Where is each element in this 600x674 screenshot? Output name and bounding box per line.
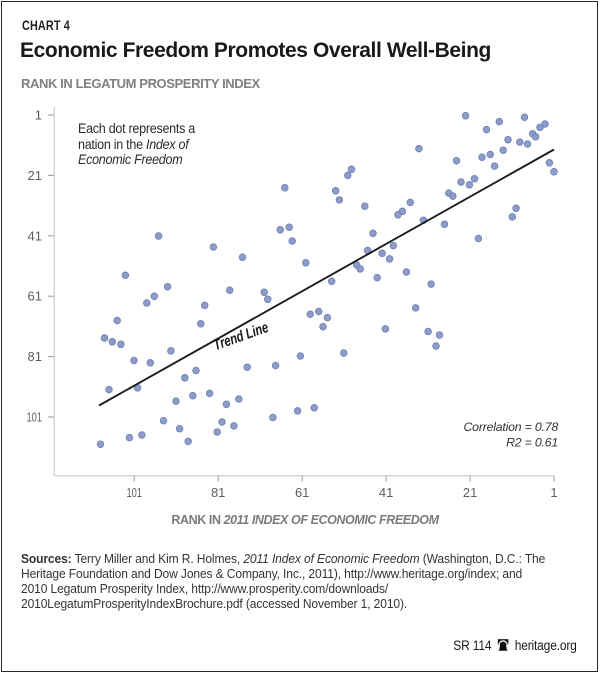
svg-text:81: 81 bbox=[211, 485, 225, 500]
svg-text:61: 61 bbox=[28, 289, 42, 304]
svg-text:101: 101 bbox=[126, 485, 142, 500]
svg-text:101: 101 bbox=[27, 410, 43, 425]
svg-text:61: 61 bbox=[295, 485, 309, 500]
svg-text:1: 1 bbox=[550, 485, 557, 500]
svg-text:1: 1 bbox=[35, 108, 42, 123]
svg-text:41: 41 bbox=[28, 228, 42, 243]
svg-text:21: 21 bbox=[463, 485, 477, 500]
svg-text:Correlation = 0.78: Correlation = 0.78 bbox=[464, 420, 559, 434]
svg-text:81: 81 bbox=[28, 349, 42, 364]
svg-text:Trend Line: Trend Line bbox=[211, 319, 270, 354]
svg-text:41: 41 bbox=[379, 485, 393, 500]
svg-text:21: 21 bbox=[28, 168, 42, 183]
svg-text:R2 = 0.61: R2 = 0.61 bbox=[506, 436, 558, 450]
svg-text:RANK IN 2011 INDEX OF ECONOMIC: RANK IN 2011 INDEX OF ECONOMIC FREEDOM bbox=[171, 513, 439, 527]
